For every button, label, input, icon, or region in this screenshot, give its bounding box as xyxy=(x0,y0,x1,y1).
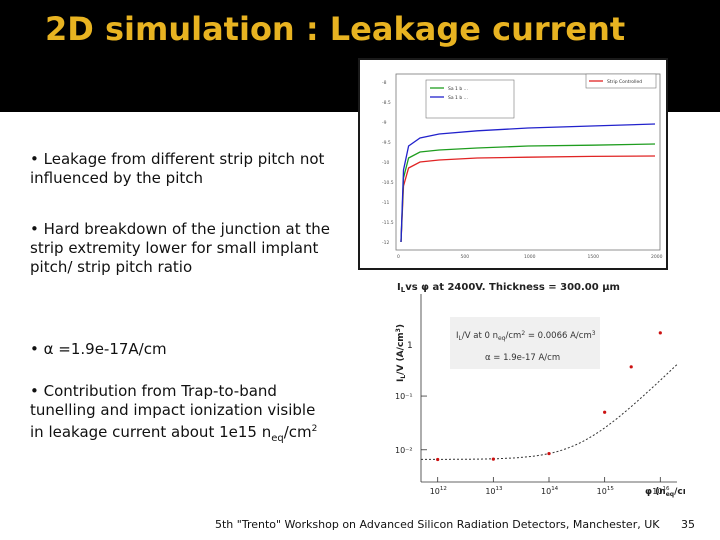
y-tick-label: -8.5 xyxy=(382,100,391,106)
series-line xyxy=(400,143,656,243)
y-tick-label: 10⁻² xyxy=(395,446,413,455)
page-number: 35 xyxy=(681,518,695,531)
fluence-plot-xlabel: φ (neq/cm2) xyxy=(645,486,685,498)
y-tick-label: -9.5 xyxy=(382,140,391,146)
bullet-item: • Contribution from Trap-to-band tunelli… xyxy=(30,382,330,448)
y-tick-label-1: 1 xyxy=(407,341,413,351)
slide-title: 2D simulation : Leakage current xyxy=(45,10,626,48)
x-tick-label: 500 xyxy=(461,254,470,260)
y-tick-label: -10 xyxy=(382,160,389,166)
y-tick-label: -8 xyxy=(382,80,387,86)
y-tick-label: -10.5 xyxy=(382,180,394,186)
slide-footer: 5th "Trento" Workshop on Advanced Silico… xyxy=(215,518,660,531)
y-tick-label: -9 xyxy=(382,120,387,126)
title-phi: φ xyxy=(421,282,429,293)
legend-box-right xyxy=(585,73,657,89)
bullet-text: • Contribution from Trap-to-band tunelli… xyxy=(30,382,316,441)
x-tick-label: 1013 xyxy=(485,486,503,496)
legend-label: Sa 1 b ... xyxy=(448,86,468,92)
data-point xyxy=(603,410,607,414)
x-tick-label: 1016 xyxy=(652,486,670,496)
x-tick-label: 1500 xyxy=(588,254,600,260)
fluence-plot-title: ILvs φ at 2400V. Thickness = 300.00 μm xyxy=(397,282,620,294)
data-point xyxy=(547,451,551,456)
bullet-text-after: /cm xyxy=(283,423,312,441)
y-tick-label: 10⁻¹ xyxy=(395,392,413,401)
x-tick-label: 1012 xyxy=(430,486,447,496)
x-tick-label: 1015 xyxy=(597,486,615,496)
leakage-plot-svg: -8 -8.5 -9 -9.5 -10 -10.5 -11 -11.5 -12 0 500 1000… xyxy=(382,73,663,260)
leakage-vs-fluence-plot: ILvs φ at 2400V. Thickness = 300.00 μm I… xyxy=(355,272,700,502)
legend-label: Sa 1 b ... xyxy=(448,95,468,101)
fluence-plot-svg: ILvs φ at 2400V. Thickness = 300.00 μm I… xyxy=(395,282,700,498)
fluence-plot-ylabel: IL/V (A/cm3) xyxy=(395,324,407,382)
bullet-subscript: eq xyxy=(271,433,284,444)
bullet-superscript: 2 xyxy=(311,424,318,434)
title-main: vs xyxy=(405,282,421,293)
legend-box xyxy=(425,79,515,119)
x-tick-label: 1014 xyxy=(541,486,559,496)
legend-label: Strip Controlled xyxy=(607,79,642,85)
series-line xyxy=(400,155,656,243)
bullet-item: • Hard breakdown of the junction at the … xyxy=(30,220,330,276)
annotation-line-2: α = 1.9e-17 A/cm xyxy=(485,353,560,363)
bullet-item: • α =1.9e-17A/cm xyxy=(30,340,167,358)
data-point xyxy=(491,457,495,461)
data-point xyxy=(629,365,633,369)
series-line xyxy=(400,123,656,243)
x-tick-label: 2000 xyxy=(651,254,663,260)
fit-curve xyxy=(421,364,678,460)
y-tick-label: -12 xyxy=(382,240,389,246)
data-point xyxy=(658,331,662,335)
annotation-line-1: IL/V at 0 neq/cm2 = 0.0066 A/cm3 xyxy=(456,330,596,342)
x-tick-label: 1000 xyxy=(524,254,536,260)
annotation-box xyxy=(450,317,600,369)
bullet-item: • Leakage from different strip pitch not… xyxy=(30,150,325,187)
title-rest: at 2400V. Thickness = 300.00 xyxy=(429,282,602,293)
title-unit: μm xyxy=(602,282,620,293)
y-tick-label: -11.5 xyxy=(382,220,394,226)
x-tick-label: 0 xyxy=(397,254,400,260)
data-point xyxy=(436,457,440,462)
leakage-vs-voltage-plot: -8 -8.5 -9 -9.5 -10 -10.5 -11 -11.5 -12 0 500 1000… xyxy=(358,58,668,270)
y-tick-label: -11 xyxy=(382,200,389,206)
